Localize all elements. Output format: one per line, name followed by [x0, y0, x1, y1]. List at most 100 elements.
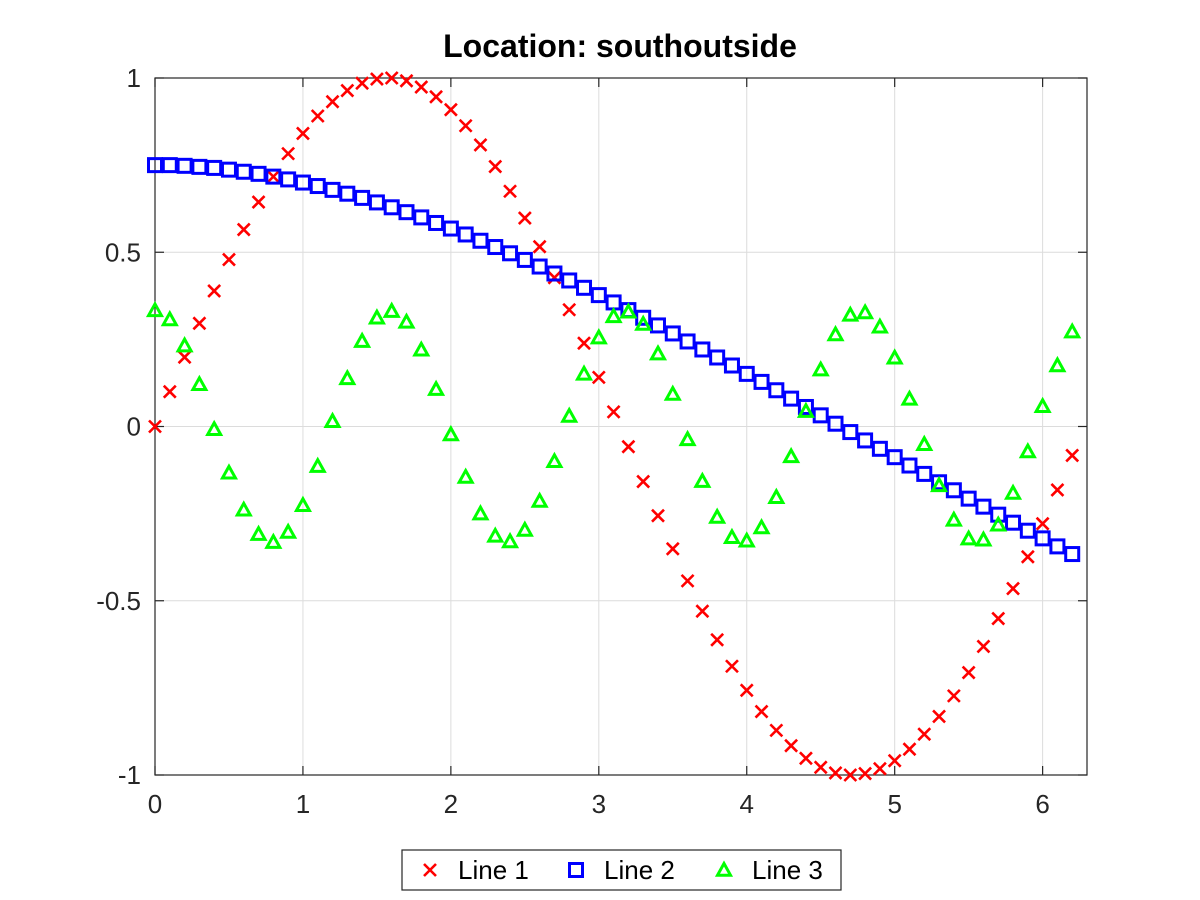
- legend-marker: [714, 860, 734, 877]
- legend-label: Line 2: [604, 855, 675, 885]
- data-point: [842, 424, 859, 441]
- y-tick-label: 0: [127, 412, 141, 442]
- data-point: [1048, 355, 1067, 373]
- data-point: [916, 465, 933, 482]
- data-point: [841, 305, 860, 322]
- data-point: [678, 429, 697, 447]
- data-point: [619, 302, 638, 319]
- data-point: [930, 475, 949, 493]
- data-point: [604, 306, 623, 324]
- data-point: [219, 463, 239, 480]
- data-point: [456, 467, 475, 484]
- data-point: [265, 168, 282, 185]
- data-point: [192, 316, 207, 331]
- data-point: [279, 522, 298, 539]
- data-point: [991, 611, 1006, 626]
- data-point: [634, 314, 653, 331]
- data-point: [429, 89, 443, 104]
- data-point: [932, 709, 946, 724]
- data-point: [976, 639, 991, 654]
- data-point: [340, 83, 355, 98]
- data-point: [339, 185, 356, 202]
- data-point: [457, 226, 474, 243]
- legend: Line 1 Line 2 Line 3: [401, 849, 842, 891]
- data-point: [886, 449, 903, 466]
- data-point: [458, 118, 473, 133]
- y-tick-label: 0.5: [105, 237, 141, 267]
- data-point: [915, 434, 934, 451]
- data-point: [354, 189, 371, 206]
- data-point: [811, 360, 830, 377]
- x-tick-label: 6: [1035, 789, 1049, 819]
- data-point: [887, 753, 902, 768]
- data-point: [725, 659, 739, 674]
- data-point: [974, 530, 993, 547]
- data-point: [516, 251, 533, 268]
- data-point: [1018, 442, 1037, 459]
- data-point: [606, 404, 621, 419]
- data-point: [871, 440, 888, 457]
- data-point: [722, 527, 742, 545]
- data-point: [412, 340, 431, 357]
- x-tick-label: 0: [148, 789, 162, 819]
- data-point: [753, 373, 770, 390]
- series-2: [147, 157, 1081, 563]
- data-point: [813, 760, 828, 775]
- data-point: [574, 364, 594, 381]
- data-point: [737, 531, 756, 548]
- data-point: [413, 209, 430, 226]
- data-point: [828, 765, 843, 780]
- data-point: [827, 415, 844, 432]
- y-tick-label: 1: [127, 63, 141, 93]
- data-point: [500, 531, 520, 549]
- data-point: [767, 487, 786, 504]
- data-point: [207, 284, 222, 298]
- data-point: [562, 302, 577, 317]
- data-point: [901, 457, 918, 474]
- data-point: [960, 490, 977, 507]
- data-point: [739, 683, 754, 698]
- data-point: [885, 348, 904, 365]
- series-3: [145, 300, 1082, 549]
- data-point: [636, 474, 651, 489]
- x-tick-label: 5: [887, 789, 901, 819]
- data-point: [547, 270, 562, 285]
- tick-layer: 0 1 2 3 4 5 6 -1 -0.5 0 0.5 1: [96, 63, 1087, 819]
- data-point: [502, 245, 519, 262]
- data-point: [234, 500, 253, 517]
- data-point: [220, 161, 237, 178]
- data-point: [1005, 514, 1022, 531]
- data-point: [679, 333, 696, 350]
- data-point: [443, 102, 458, 117]
- legend-label: Line 1: [458, 855, 529, 885]
- legend-entry: Line 2: [568, 855, 675, 885]
- data-point: [206, 159, 223, 176]
- data-point: [1035, 516, 1050, 531]
- data-point: [175, 336, 194, 353]
- data-point: [384, 71, 399, 85]
- data-point: [251, 195, 266, 209]
- data-point: [281, 146, 296, 161]
- data-point: [1020, 549, 1035, 564]
- data-point: [503, 184, 517, 199]
- data-point: [515, 520, 534, 537]
- x-tick-label: 2: [444, 789, 458, 819]
- x-tick-label: 4: [740, 789, 754, 819]
- data-point: [693, 471, 712, 488]
- data-point: [428, 214, 445, 231]
- data-point: [680, 573, 695, 588]
- data-point: [783, 390, 800, 407]
- data-point: [471, 504, 490, 521]
- data-point: [590, 287, 607, 304]
- legend-marker: [568, 862, 584, 878]
- data-point: [560, 406, 579, 423]
- data-point: [1033, 396, 1052, 413]
- data-point: [694, 341, 711, 358]
- data-point: [338, 368, 357, 386]
- data-point: [782, 446, 801, 464]
- data-point: [1064, 546, 1081, 563]
- y-tick-label: -1: [118, 760, 141, 790]
- legend-entry: Line 3: [714, 855, 823, 885]
- data-point: [589, 328, 608, 345]
